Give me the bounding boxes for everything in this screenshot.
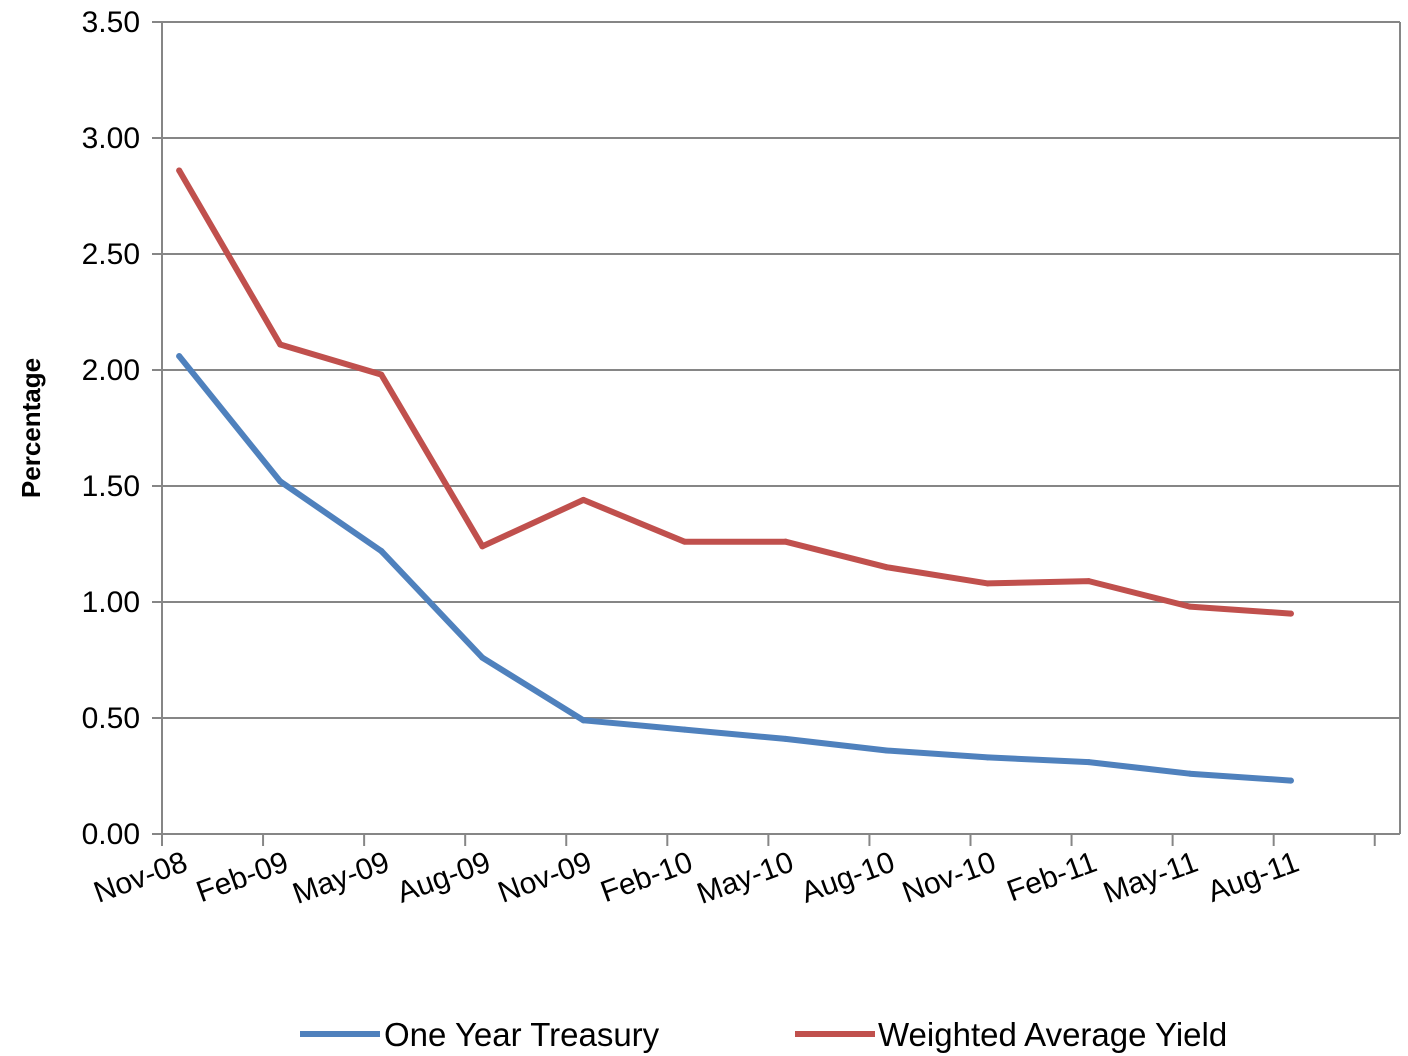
x-tick-label: Feb-09 (192, 846, 293, 910)
x-tick-label: Nov-10 (898, 846, 1000, 910)
data-point (378, 371, 385, 378)
data-point (681, 538, 688, 545)
data-point (176, 353, 183, 360)
x-tick-label: May-10 (693, 846, 798, 911)
series-line-1 (176, 167, 1294, 617)
data-point (479, 543, 486, 550)
x-tick-label: Aug-11 (1203, 846, 1303, 909)
data-point (1287, 777, 1294, 784)
data-point (479, 654, 486, 661)
data-point (883, 564, 890, 571)
x-tick-label: May-09 (288, 846, 393, 911)
data-point (580, 717, 587, 724)
series-line-0 (176, 353, 1294, 784)
data-point (277, 341, 284, 348)
data-point (1085, 759, 1092, 766)
data-point (984, 580, 991, 587)
data-point (681, 726, 688, 733)
y-tick-label: 2.50 (82, 238, 140, 271)
legend-label-1: Weighted Average Yield (878, 1016, 1227, 1053)
y-tick-label: 3.00 (82, 122, 140, 155)
y-tick-labels: 0.00 0.50 1.00 1.50 2.00 2.50 3.00 3.50 (82, 6, 140, 851)
data-point (782, 538, 789, 545)
legend: One Year Treasury Weighted Average Yield (300, 1016, 1227, 1053)
y-tick-label: 1.50 (82, 470, 140, 503)
data-point (580, 496, 587, 503)
data-point (782, 735, 789, 742)
x-tick-label: Aug-10 (797, 846, 899, 910)
x-tick-label: Nov-08 (89, 846, 191, 910)
y-tick-label: 0.50 (82, 702, 140, 735)
y-tick-label: 0.00 (82, 818, 140, 851)
data-point (1085, 578, 1092, 585)
y-tick-label: 3.50 (82, 6, 140, 39)
data-point (1287, 610, 1294, 617)
data-point (176, 167, 183, 174)
x-tick-label: Nov-09 (494, 846, 596, 910)
data-point (1186, 770, 1193, 777)
y-axis-title: Percentage (16, 358, 46, 498)
axes (152, 21, 1401, 846)
y-tick-label: 1.00 (82, 586, 140, 619)
data-point (883, 747, 890, 754)
gridlines (162, 21, 1400, 719)
x-tick-label: Aug-09 (393, 846, 495, 910)
data-point (984, 754, 991, 761)
x-tick-label: Feb-11 (1003, 846, 1102, 909)
x-tick-label: May-11 (1099, 846, 1202, 910)
series-lines (176, 167, 1294, 784)
y-tick-label: 2.00 (82, 354, 140, 387)
legend-label-0: One Year Treasury (384, 1016, 660, 1053)
x-tick-label: Feb-10 (596, 846, 697, 910)
data-point (277, 478, 284, 485)
data-point (1186, 603, 1193, 610)
data-point (378, 547, 385, 554)
